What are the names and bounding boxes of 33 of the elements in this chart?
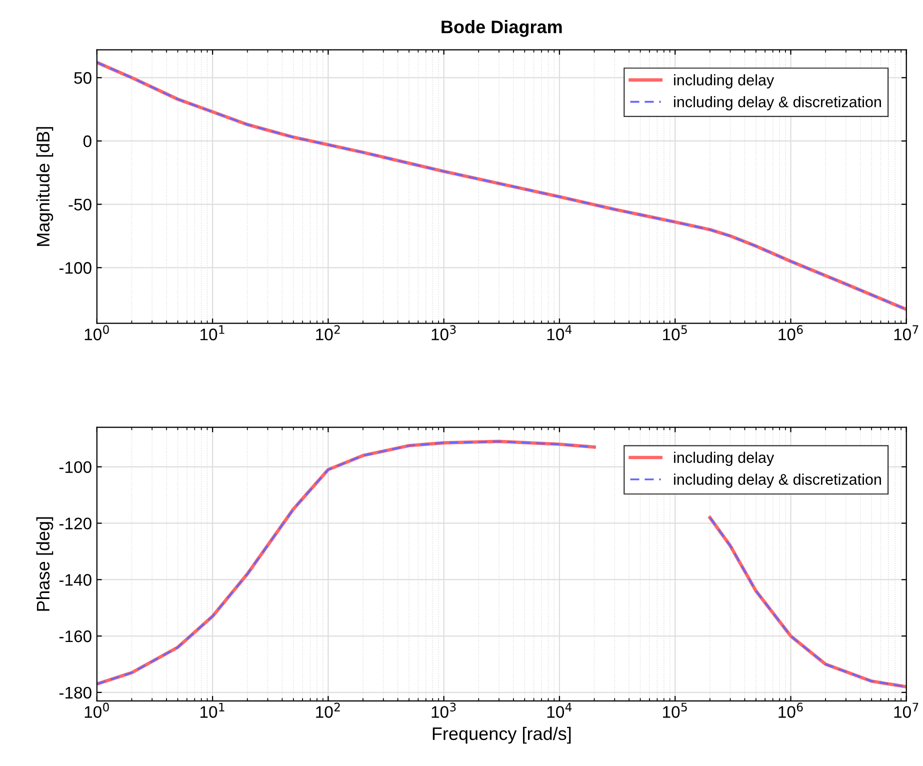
y-tick-label: -120 [59, 518, 92, 530]
legend-label: including delay [674, 74, 774, 88]
x-tick-label: 10$^{4}$ [547, 325, 572, 340]
legend-label: including delay [674, 452, 774, 466]
x-tick-label: 10$^{2}$ [316, 702, 340, 718]
y-tick-label: -160 [59, 630, 92, 642]
y-tick-label: -100 [59, 461, 92, 474]
y-tick-label: -50 [68, 198, 92, 211]
y-axis-title: Phase [deg] [36, 517, 54, 611]
x-tick-label: 10$^{1}$ [200, 325, 224, 340]
x-axis-title: Frequency [rad/s] [432, 726, 571, 744]
x-tick-label: 10$^{7}$ [894, 702, 918, 718]
x-tick-label: 10$^{4}$ [547, 702, 572, 718]
y-axis-title: Magnitude [dB] [36, 127, 54, 246]
y-tick-label: 0 [83, 135, 92, 148]
x-tick-label: 10$^{6}$ [778, 325, 803, 340]
x-tick-label: 10$^{3}$ [432, 325, 456, 340]
legend-label: including delay & discretization [674, 96, 881, 110]
x-tick-label: 10$^{5}$ [663, 702, 687, 718]
x-tick-label: 10$^{0}$ [84, 702, 109, 718]
legend-label: including delay & discretization [674, 474, 881, 488]
y-tick-label: -140 [59, 574, 92, 586]
x-tick-label: 10$^{1}$ [200, 702, 224, 718]
x-tick-label: 10$^{5}$ [663, 325, 687, 340]
x-tick-label: 10$^{2}$ [316, 325, 340, 340]
y-tick-label: -180 [59, 686, 92, 699]
y-tick-label: -100 [59, 262, 92, 274]
x-tick-label: 10$^{3}$ [432, 702, 456, 718]
x-tick-label: 10$^{6}$ [778, 702, 803, 718]
y-tick-label: 50 [74, 72, 92, 84]
x-tick-label: 10$^{0}$ [84, 325, 109, 340]
chart-title: Bode Diagram [442, 20, 562, 37]
x-tick-label: 10$^{7}$ [894, 325, 918, 340]
